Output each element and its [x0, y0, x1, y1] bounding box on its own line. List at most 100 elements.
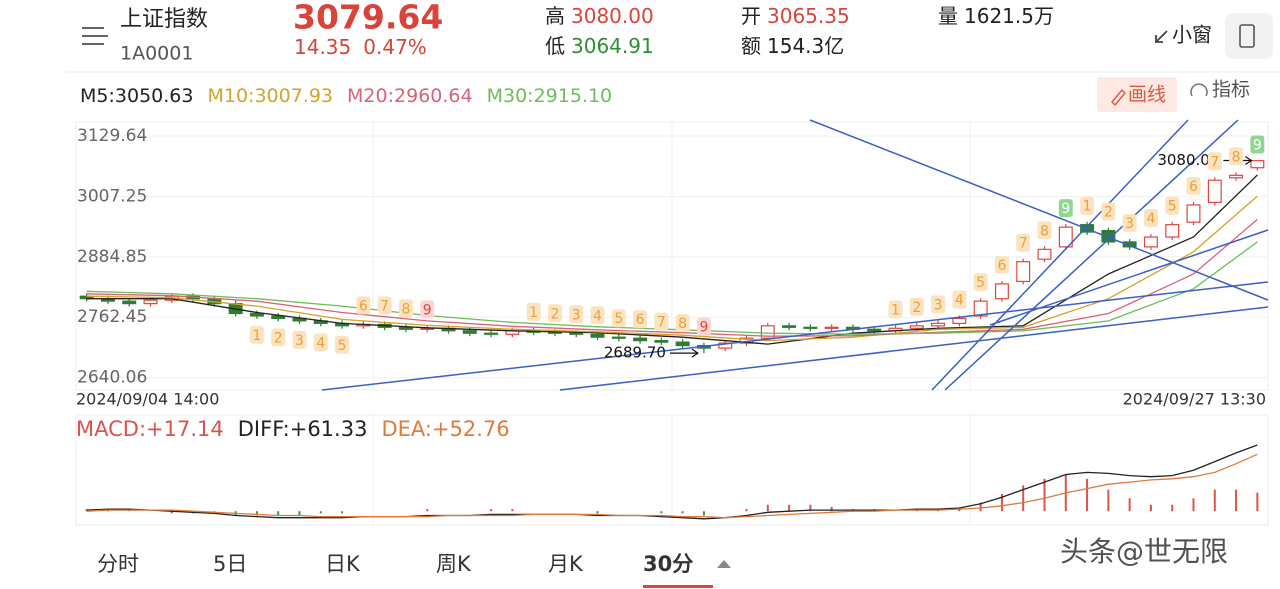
change-pct: 0.47% — [363, 35, 427, 59]
indicator-label: 指标 — [1212, 79, 1250, 101]
indicator-button[interactable]: 指标 — [1190, 79, 1250, 101]
sequence-label: 5 — [976, 275, 985, 291]
extreme-arrow — [669, 348, 700, 358]
candle-body — [398, 326, 413, 330]
tab[interactable]: 周K — [436, 552, 472, 576]
sequence-label: 1 — [252, 328, 261, 344]
macd-legend-item: DEA:+52.76 — [381, 417, 509, 441]
sequence-badge — [271, 328, 286, 347]
sequence-badge — [313, 333, 328, 352]
small-window-button[interactable]: 小窗 — [1155, 23, 1212, 47]
tabs: 分时 5日 日K 周K 月K 30分 — [97, 552, 713, 588]
tab[interactable]: 分时 — [97, 552, 139, 576]
macd-name: DEA: — [381, 417, 432, 441]
candle-body — [569, 332, 584, 335]
phone-icon — [1239, 24, 1255, 48]
sequence-badge — [335, 335, 350, 354]
sequence-badge — [1229, 147, 1244, 166]
stat-high: 高 3080.00 — [545, 4, 654, 28]
sequence-badge — [696, 317, 711, 336]
menu-icon[interactable] — [82, 27, 108, 45]
candle-body — [143, 299, 158, 305]
ma-name: M20: — [347, 85, 394, 107]
index-code: 1A0001 — [120, 43, 193, 65]
sequence-label: 8 — [1040, 223, 1049, 239]
candle-body — [611, 336, 626, 339]
macd-value: +52.76 — [432, 417, 510, 441]
sequence-label: 6 — [636, 312, 645, 328]
watermark: 头条@世无限 — [1060, 535, 1228, 568]
sequence-label: 2 — [274, 330, 283, 346]
sequence-label: 8 — [1232, 149, 1241, 165]
stat-low: 低 3064.91 — [545, 34, 654, 58]
candle-body — [675, 341, 690, 347]
macd-value: +61.33 — [290, 417, 368, 441]
ma-name: M5: — [80, 85, 115, 107]
sequence-label: 3 — [295, 333, 304, 349]
candle-body — [973, 300, 988, 317]
sequence-label: 1 — [1083, 199, 1092, 215]
sequence-badge — [1101, 202, 1116, 221]
sequence-label: 9 — [699, 320, 708, 336]
ma-value: 3050.63 — [115, 85, 194, 107]
sequence-badge — [888, 300, 903, 319]
sequence-label: 5 — [338, 338, 347, 354]
change-value: 14.35 — [294, 35, 351, 59]
sequence-badge — [1037, 221, 1052, 240]
macd-value: +17.14 — [146, 417, 224, 441]
macd-line — [86, 453, 1258, 519]
sequence-label: 3 — [572, 307, 581, 323]
sequence-label: 6 — [359, 298, 368, 314]
sequence-badge — [1143, 209, 1158, 228]
ma-legend-item: M30:2915.10 — [487, 85, 613, 107]
y-tick-label: 2762.45 — [77, 307, 147, 327]
sequence-badge — [952, 290, 967, 309]
ma-name: M10: — [207, 85, 254, 107]
sequence-label: 1 — [891, 302, 900, 318]
sequence-badge — [249, 325, 264, 344]
sequence-badge — [1207, 152, 1222, 171]
tab-underline — [643, 585, 713, 588]
sequence-badge — [654, 312, 669, 331]
candle-body — [952, 317, 967, 324]
gauge-icon — [1190, 83, 1208, 97]
sequence-label: 3 — [934, 297, 943, 313]
candle-body — [271, 315, 286, 320]
y-tick-label: 3007.25 — [77, 186, 147, 206]
sequence-badge — [1122, 213, 1137, 232]
ma-legend: M5:3050.63 M10:3007.93 M20:2960.64 M30:2915… — [80, 85, 612, 107]
tab[interactable]: 月K — [548, 552, 584, 576]
candle-body — [462, 330, 477, 334]
tab[interactable]: 5日 — [213, 552, 247, 576]
candle-body — [824, 326, 839, 329]
candle-body — [1016, 261, 1031, 283]
candle-body — [590, 333, 605, 338]
sequence-label: 7 — [1210, 154, 1219, 170]
draw-button[interactable]: 画线 — [1097, 77, 1177, 112]
sequence-badge — [973, 273, 988, 292]
tab[interactable]: 日K — [325, 552, 361, 576]
sequence-badge — [994, 255, 1009, 274]
sequence-badge — [356, 296, 371, 315]
grid — [76, 135, 1268, 379]
ma-legend-item: M5:3050.63 — [80, 85, 193, 107]
trend-line — [809, 119, 1269, 301]
stat-value: 3064.91 — [571, 34, 654, 58]
stat-label: 高 — [545, 4, 565, 28]
tab[interactable]: 30分 — [643, 552, 693, 576]
candle-body — [1186, 204, 1201, 223]
sequence-badge — [1058, 199, 1073, 218]
labels: 3129.64 3007.25 2884.85 2762.45 2640.06 2024/… — [76, 126, 1266, 409]
macd-line — [86, 444, 1258, 520]
candle-body — [1122, 241, 1137, 248]
moving-average — [86, 218, 1258, 337]
phone-button[interactable] — [1225, 13, 1273, 59]
stat-label: 低 — [545, 34, 565, 58]
sequence-badge — [569, 305, 584, 324]
sequence-badge — [909, 297, 924, 316]
macd-name: DIFF: — [238, 417, 290, 441]
tab-more[interactable] — [717, 560, 731, 568]
candle-body — [1207, 179, 1222, 204]
candle-body — [1165, 224, 1180, 238]
